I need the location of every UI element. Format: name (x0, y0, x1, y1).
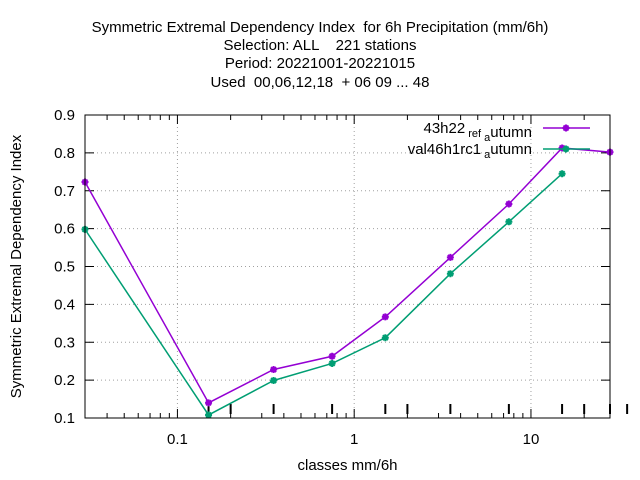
y-tick-label: 0.8 (54, 145, 75, 162)
chart-title-line-2: Selection: ALL 221 stations (223, 37, 417, 54)
tick-labels: 0.1 0.2 0.3 0.4 0.5 0.6 0.7 0.8 0.9 0.1 1 10 (54, 107, 539, 448)
legend-label-2: val46h1rc1 autumn (408, 141, 532, 161)
y-tick-label: 0.1 (54, 410, 75, 427)
chart-title-line-1: Symmetric Extremal Dependency Index for … (91, 19, 549, 36)
series-point-2 (205, 411, 213, 419)
legend-label-1: 43h22 ref autumn (423, 120, 532, 144)
y-tick-label: 0.7 (54, 183, 75, 200)
y-axis-label: Symmetric Extremal Dependency Index (8, 134, 25, 398)
series-point-1 (270, 366, 278, 374)
y-tick-label: 0.9 (54, 107, 75, 124)
series-point-2 (505, 218, 513, 226)
plot-frame (84, 114, 611, 419)
series-point-2 (446, 270, 454, 278)
legend-marker-1 (562, 124, 570, 132)
y-tick-label: 0.4 (54, 296, 75, 313)
series-point-2 (270, 377, 278, 385)
y-tick-label: 0.3 (54, 334, 75, 351)
y-tick-label: 0.2 (54, 372, 75, 389)
series-layer (81, 144, 614, 419)
y-tick-label: 0.5 (54, 259, 75, 276)
axis-ticks (85, 114, 629, 419)
series-point-1 (505, 200, 513, 208)
series-point-2 (558, 170, 566, 178)
grid-lines (85, 115, 610, 418)
legend-marker-2 (562, 145, 570, 153)
x-tick-label: 0.1 (167, 431, 188, 448)
series-point-1 (446, 253, 454, 261)
series-point-1 (328, 352, 336, 360)
x-tick-label: 10 (523, 431, 540, 448)
series-point-2 (381, 334, 389, 342)
chart-title-line-3: Period: 20221001-20221015 (224, 55, 416, 72)
x-tick-label: 1 (350, 431, 358, 448)
x-axis-label: classes mm/6h (297, 457, 397, 474)
series-point-1 (381, 313, 389, 321)
series-point-1 (205, 399, 213, 407)
series-point-2 (328, 359, 336, 367)
chart-title-line-4: Used 00,06,12,18 + 06 09 ... 48 (210, 74, 430, 91)
series-point-1 (558, 144, 566, 152)
series-line-2 (84, 173, 563, 416)
y-tick-label: 0.6 (54, 221, 75, 238)
